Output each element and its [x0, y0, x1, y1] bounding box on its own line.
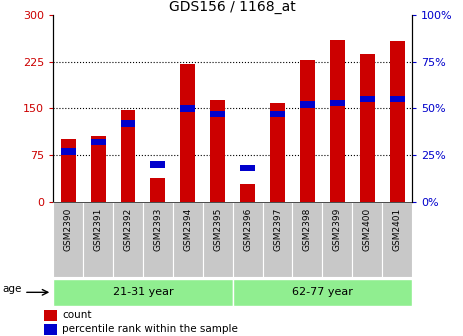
Text: age: age — [3, 284, 22, 294]
Bar — [180, 105, 195, 112]
FancyBboxPatch shape — [233, 202, 263, 277]
Text: GSM2395: GSM2395 — [213, 208, 222, 251]
Bar — [390, 96, 405, 102]
FancyBboxPatch shape — [352, 202, 382, 277]
Bar — [240, 184, 255, 202]
Text: GSM2398: GSM2398 — [303, 208, 312, 251]
Text: GSM2393: GSM2393 — [153, 208, 163, 251]
Text: count: count — [63, 310, 92, 321]
FancyBboxPatch shape — [143, 202, 173, 277]
FancyBboxPatch shape — [203, 202, 233, 277]
FancyBboxPatch shape — [293, 202, 322, 277]
FancyBboxPatch shape — [83, 202, 113, 277]
Bar — [44, 310, 57, 321]
FancyBboxPatch shape — [322, 202, 352, 277]
Bar — [150, 178, 165, 202]
Bar — [210, 111, 225, 117]
Bar — [210, 100, 225, 202]
FancyBboxPatch shape — [263, 202, 293, 277]
Bar — [390, 41, 405, 202]
FancyBboxPatch shape — [113, 202, 143, 277]
Bar — [360, 54, 375, 202]
FancyBboxPatch shape — [53, 202, 83, 277]
Bar — [44, 324, 57, 335]
Text: GSM2396: GSM2396 — [243, 208, 252, 251]
Bar — [61, 139, 75, 202]
Text: GSM2401: GSM2401 — [393, 208, 401, 251]
Text: percentile rank within the sample: percentile rank within the sample — [63, 324, 238, 334]
Text: 62-77 year: 62-77 year — [292, 287, 353, 297]
Text: GSM2399: GSM2399 — [333, 208, 342, 251]
Bar — [360, 96, 375, 102]
Bar — [120, 120, 136, 127]
FancyBboxPatch shape — [53, 279, 233, 306]
Text: GSM2391: GSM2391 — [94, 208, 103, 251]
Bar — [300, 60, 315, 202]
Text: GSM2392: GSM2392 — [124, 208, 132, 251]
Bar — [330, 40, 345, 202]
Bar — [270, 103, 285, 202]
Bar — [270, 111, 285, 117]
Bar — [91, 139, 106, 145]
Bar — [330, 99, 345, 106]
Bar — [180, 64, 195, 202]
Bar — [300, 101, 315, 108]
FancyBboxPatch shape — [233, 279, 412, 306]
Text: GSM2400: GSM2400 — [363, 208, 372, 251]
Title: GDS156 / 1168_at: GDS156 / 1168_at — [169, 0, 296, 14]
Text: GSM2390: GSM2390 — [64, 208, 73, 251]
Bar — [120, 110, 136, 202]
Text: 21-31 year: 21-31 year — [113, 287, 173, 297]
Text: GSM2394: GSM2394 — [183, 208, 192, 251]
Bar — [61, 148, 75, 155]
FancyBboxPatch shape — [382, 202, 412, 277]
Text: GSM2397: GSM2397 — [273, 208, 282, 251]
Bar — [91, 136, 106, 202]
Bar — [240, 165, 255, 171]
FancyBboxPatch shape — [173, 202, 203, 277]
Bar — [150, 161, 165, 168]
